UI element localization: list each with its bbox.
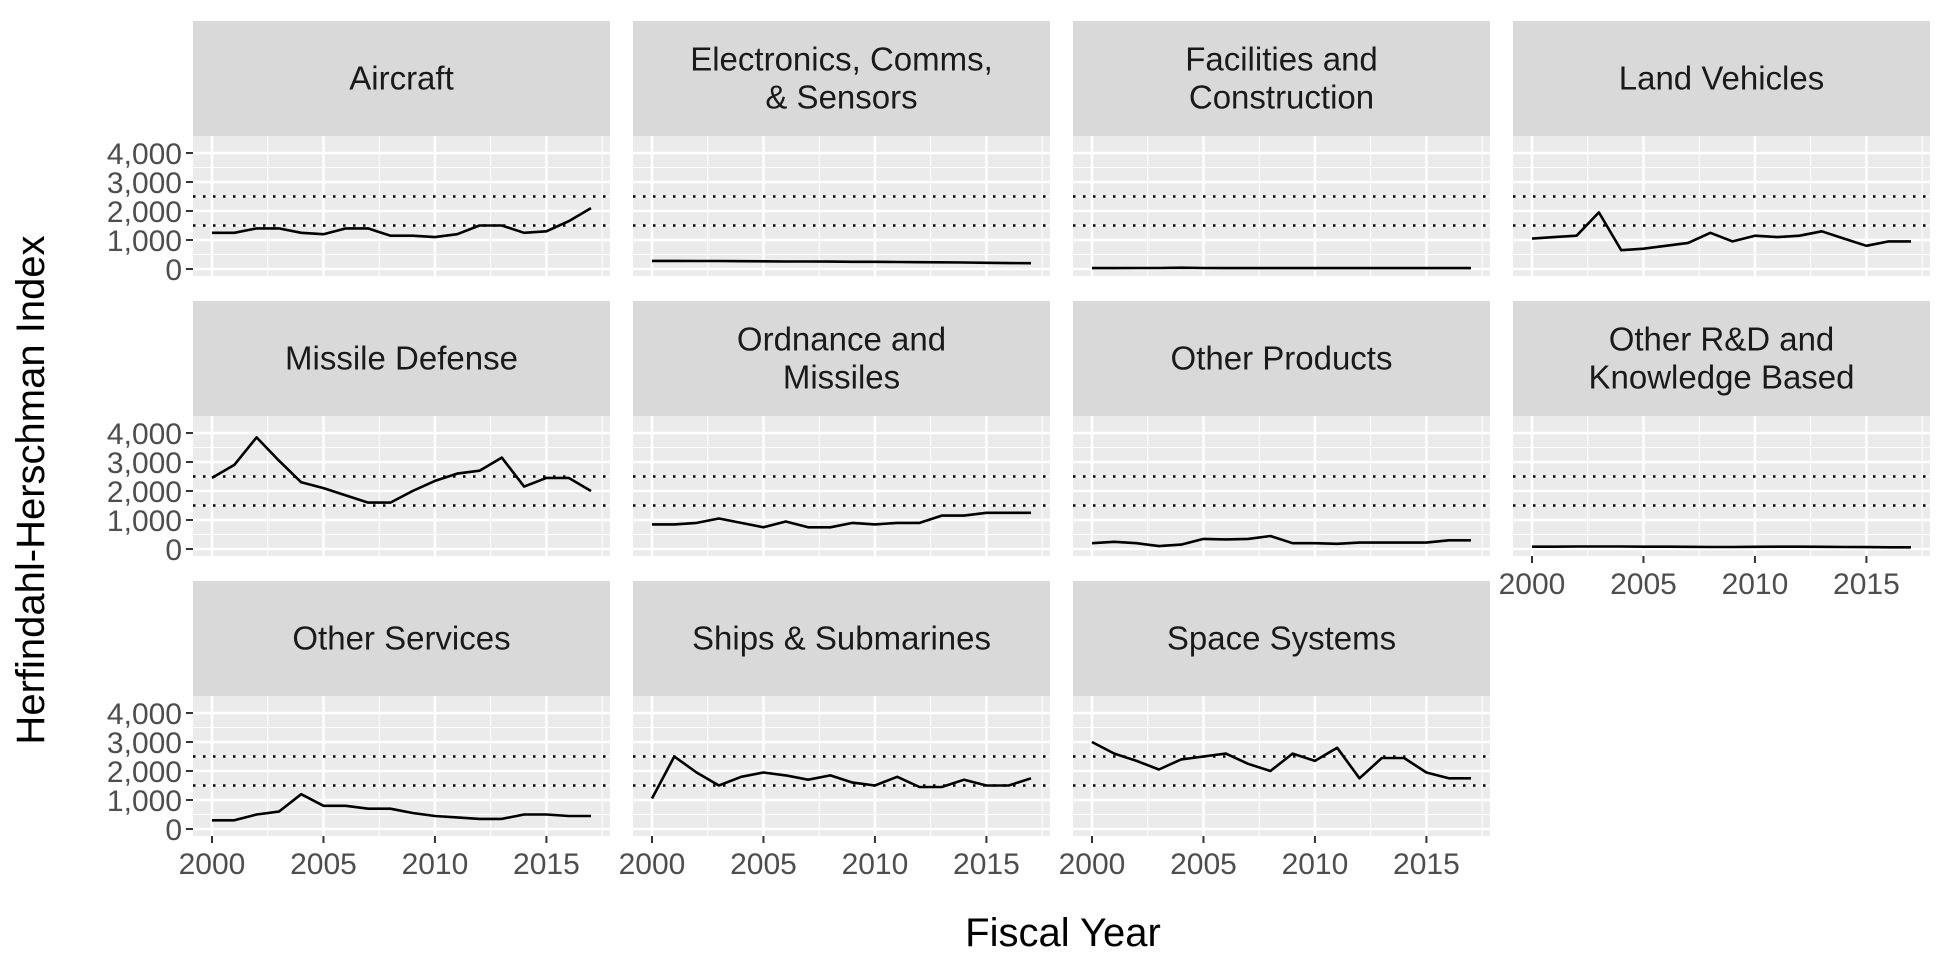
panel-background (1073, 416, 1490, 556)
y-tick-label: 2,000 (107, 756, 182, 789)
x-tick-label: 2010 (1722, 568, 1789, 601)
facet-title: Space Systems (1167, 620, 1396, 657)
facet-strip (1073, 581, 1490, 696)
panel-background (633, 696, 1050, 836)
y-tick-label: 4,000 (107, 698, 182, 731)
x-tick-label: 2015 (953, 848, 1020, 881)
facet-panel: Ships & Submarines 2000 2005 2010 2015 (619, 581, 1050, 881)
facet-strip (633, 301, 1050, 416)
facet-title: Aircraft (349, 60, 454, 97)
facet-strip (1513, 301, 1930, 416)
facet-title: Other R&D and (1609, 321, 1835, 358)
y-tick-label: 4,000 (107, 418, 182, 451)
y-tick-label: 0 (165, 814, 182, 847)
x-tick-label: 2010 (842, 848, 909, 881)
facet-panels: Aircraft01,0002,0003,0004,000Electronics… (107, 21, 1930, 881)
facet-title: Land Vehicles (1619, 60, 1825, 97)
series-line (652, 259, 1032, 265)
panel-background (633, 416, 1050, 556)
x-tick-label: 2005 (290, 848, 357, 881)
y-tick-label: 2,000 (107, 196, 182, 229)
x-tick-label: 2015 (1393, 848, 1460, 881)
facet-panel: Land Vehicles (1513, 21, 1930, 276)
panel-background (1513, 136, 1930, 276)
series-line (212, 206, 592, 239)
facet-title: Other Services (292, 620, 510, 657)
facet-title: Missiles (783, 359, 900, 396)
facet-title: Missile Defense (285, 340, 518, 377)
panel-background (633, 136, 1050, 276)
facet-strip (193, 21, 610, 136)
y-tick-label: 3,000 (107, 727, 182, 760)
facet-panel: Space Systems 2000 2005 2010 2015 (1059, 581, 1490, 881)
y-axis-title: Herfindahl-Herschman Index (9, 235, 53, 744)
series-line (1531, 211, 1911, 252)
y-tick-label: 3,000 (107, 447, 182, 480)
x-tick-label: 2010 (1282, 848, 1349, 881)
facet-panel: Other Products (1073, 301, 1490, 556)
y-tick-label: 4,000 (107, 138, 182, 171)
facet-title: Ordnance and (737, 321, 946, 358)
panel-background (1513, 416, 1930, 556)
facet-title: Electronics, Comms, (690, 41, 993, 78)
facet-title: & Sensors (765, 79, 917, 116)
facet-panel: Electronics, Comms,& Sensors (633, 21, 1050, 276)
facet-title: Facilities and (1185, 41, 1378, 78)
panel-background (1073, 696, 1490, 836)
series-line (1532, 545, 1911, 549)
x-axis-title: Fiscal Year (965, 911, 1161, 955)
x-tick-label: 2000 (1059, 848, 1126, 881)
series-line (650, 755, 1032, 800)
x-tick-label: 2010 (402, 848, 469, 881)
x-tick-label: 2005 (1170, 848, 1237, 881)
series-line (211, 436, 592, 504)
y-tick-label: 1,000 (107, 785, 182, 818)
facet-strip (633, 581, 1050, 696)
x-tick-label: 2015 (1833, 568, 1900, 601)
series-line (652, 511, 1031, 529)
panel-background (193, 416, 610, 556)
facet-strip (1073, 301, 1490, 416)
facet-title: Construction (1189, 79, 1374, 116)
x-tick-label: 2005 (1610, 568, 1677, 601)
panel-background (193, 136, 610, 276)
y-tick-label: 0 (165, 534, 182, 567)
facet-strip (1073, 21, 1490, 136)
facet-strip (1513, 21, 1930, 136)
series-line (1091, 534, 1471, 548)
facet-strip (193, 581, 610, 696)
facet-strip (633, 21, 1050, 136)
x-tick-label: 2000 (619, 848, 686, 881)
series-line (212, 792, 591, 822)
x-tick-label: 2005 (730, 848, 797, 881)
facet-title: Knowledge Based (1588, 359, 1854, 396)
series-line (1091, 740, 1471, 780)
y-tick-label: 1,000 (107, 505, 182, 538)
x-tick-label: 2015 (513, 848, 580, 881)
x-tick-label: 2000 (179, 848, 246, 881)
y-tick-label: 3,000 (107, 167, 182, 200)
facet-title: Ships & Submarines (692, 620, 991, 657)
y-tick-label: 0 (165, 254, 182, 287)
x-tick-label: 2000 (1499, 568, 1566, 601)
facet-strip (193, 301, 610, 416)
y-tick-label: 1,000 (107, 225, 182, 258)
y-tick-label: 2,000 (107, 476, 182, 509)
facet-title: Other Products (1171, 340, 1393, 377)
panel-background (1073, 136, 1490, 276)
